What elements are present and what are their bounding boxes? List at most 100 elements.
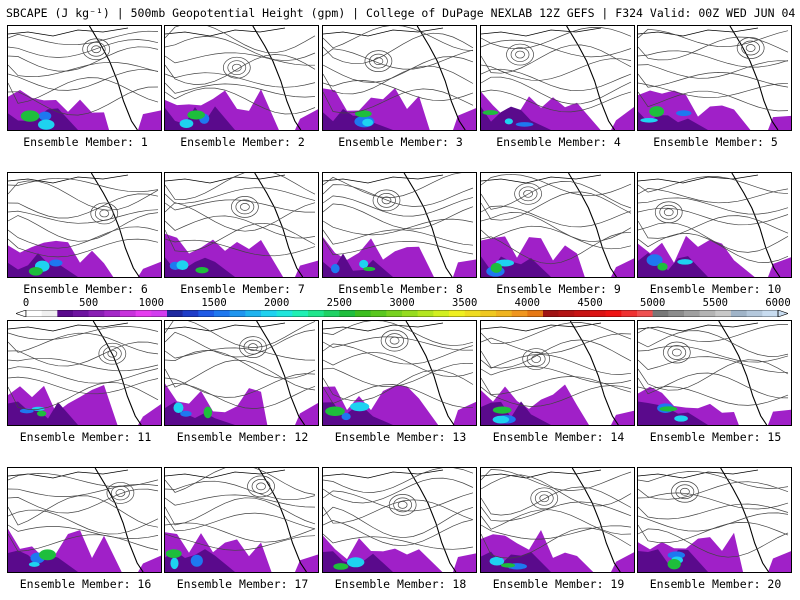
ensemble-member-label: Ensemble Member: 19 [492, 577, 625, 591]
height-contours [481, 322, 632, 407]
colorbar-min-arrow [16, 310, 27, 317]
colorbar-swatch [120, 310, 136, 317]
colorbar-swatch [245, 310, 262, 317]
colorbar-tick-label: 1000 [138, 297, 164, 309]
colorbar-tick-label: 2000 [264, 297, 290, 309]
ensemble-member-map [7, 172, 162, 278]
ensemble-member-map [7, 320, 162, 426]
cape-shading [165, 233, 318, 277]
coastline [252, 26, 302, 130]
colorbar-swatch [167, 310, 183, 317]
height-contours [8, 473, 159, 552]
colorbar-swatch [699, 310, 716, 317]
ensemble-member-map [322, 25, 477, 131]
colorbar-swatch [292, 310, 309, 317]
ensemble-member-label: Ensemble Member: 10 [649, 282, 782, 296]
colorbar-swatch [511, 310, 528, 317]
coastline [568, 173, 617, 277]
ensemble-member-map [322, 467, 477, 573]
colorbar-swatch [276, 310, 293, 317]
ensemble-member-map [480, 467, 635, 573]
colorbar-swatch [684, 310, 700, 317]
colorbar-swatch [558, 310, 575, 317]
colorbar-tick-label: 4500 [577, 297, 603, 309]
ensemble-member-label: Ensemble Member: 12 [176, 430, 309, 444]
colorbar-swatch [151, 310, 168, 317]
height-contours [8, 177, 159, 258]
height-contours [638, 176, 789, 263]
height-contours [165, 321, 316, 409]
colorbar-swatch [182, 310, 199, 317]
map-title: SBCAPE (J kg⁻¹) | 500mb Geopotential Hei… [6, 6, 800, 20]
ensemble-member-label: Ensemble Member: 3 [338, 135, 463, 149]
colorbar-swatch [464, 310, 481, 317]
ensemble-member-label: Ensemble Member: 2 [180, 135, 305, 149]
ensemble-member-label: Ensemble Member: 5 [653, 135, 778, 149]
colorbar-swatch [104, 310, 121, 317]
ensemble-member-label: Ensemble Member: 20 [649, 577, 782, 591]
height-contours [481, 469, 632, 559]
height-contours [323, 321, 474, 408]
colorbar-tick-label: 6000 [765, 297, 791, 309]
coastline [720, 468, 770, 572]
height-contours [165, 468, 316, 551]
coastline [416, 26, 466, 130]
coastline [571, 468, 621, 572]
ensemble-member-label: Ensemble Member: 18 [334, 577, 467, 591]
colorbar-swatch [41, 310, 58, 317]
colorbar-swatch [715, 310, 732, 317]
colorbar-swatch [308, 310, 324, 317]
colorbar-tick-label: 2500 [326, 297, 352, 309]
ensemble-member-label: Ensemble Member: 11 [19, 430, 152, 444]
cape-shading [481, 236, 634, 277]
ensemble-member-label: Ensemble Member: 9 [496, 282, 621, 296]
height-contours [165, 26, 316, 115]
colorbar-swatch [57, 310, 74, 317]
ensemble-member-label: Ensemble Member: 13 [334, 430, 467, 444]
colorbar-swatch [370, 310, 387, 317]
colorbar-tick-label: 1500 [201, 297, 227, 309]
sbcape-colorbar [16, 310, 788, 317]
colorbar-swatch [214, 310, 230, 317]
colorbar-swatch [433, 310, 450, 317]
ensemble-member-map [637, 467, 792, 573]
ensemble-member-map [7, 467, 162, 573]
height-contours [323, 26, 474, 114]
colorbar-swatch [590, 310, 606, 317]
ensemble-member-label: Ensemble Member: 7 [180, 282, 305, 296]
height-contours [638, 324, 789, 406]
coastline [258, 468, 307, 572]
ensemble-member-label: Ensemble Member: 14 [492, 430, 625, 444]
height-contours [323, 468, 474, 550]
ensemble-member-label: Ensemble Member: 15 [649, 430, 782, 444]
coastline [403, 173, 453, 277]
cape-shading [481, 91, 634, 130]
coastline [569, 321, 619, 425]
colorbar-swatch [323, 310, 340, 317]
height-contours [8, 30, 159, 116]
colorbar-swatch [198, 310, 215, 317]
colorbar-swatch [746, 310, 763, 317]
colorbar-swatch [417, 310, 434, 317]
height-contours [638, 471, 789, 558]
colorbar-swatch [574, 310, 591, 317]
cape-shading [8, 240, 161, 277]
ensemble-member-map [480, 25, 635, 131]
colorbar-tick-label: 5500 [702, 297, 728, 309]
cape-shading [638, 235, 791, 277]
cape-shading [323, 237, 476, 277]
colorbar-swatch [26, 310, 42, 317]
cape-shading [8, 384, 161, 425]
colorbar-swatch [637, 310, 653, 317]
cape-shading [638, 90, 791, 130]
ensemble-member-map [164, 467, 319, 573]
coastline [94, 468, 144, 572]
colorbar-swatch [762, 310, 779, 317]
ensemble-member-map [322, 320, 477, 426]
coastline [88, 26, 138, 130]
colorbar-tick-label: 5000 [640, 297, 666, 309]
coastline [407, 468, 457, 572]
height-contours [638, 28, 789, 112]
coastline [90, 173, 140, 277]
cape-shading [481, 530, 634, 572]
